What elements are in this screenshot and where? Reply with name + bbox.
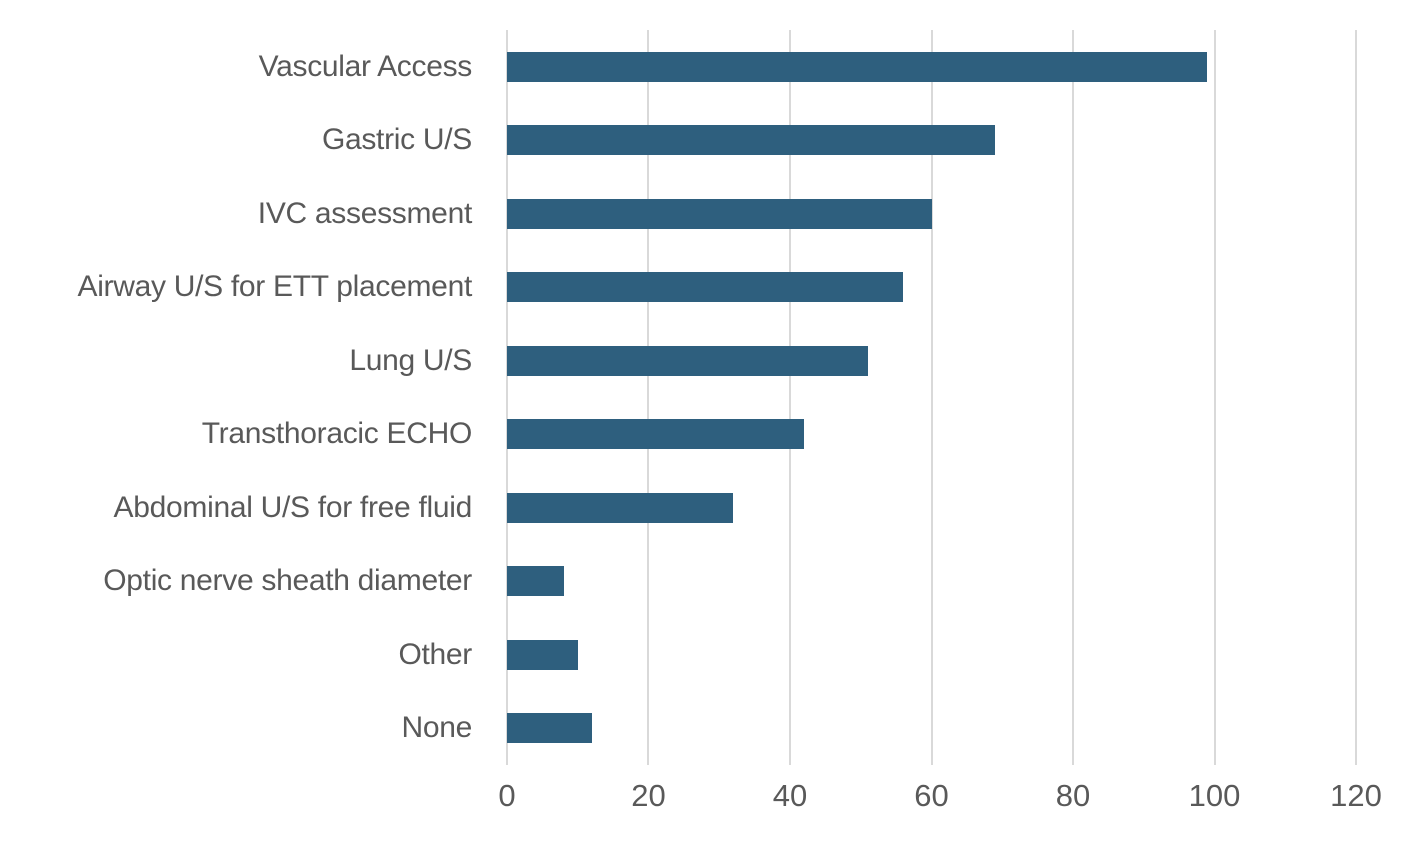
bar bbox=[507, 419, 805, 450]
bar-row bbox=[507, 618, 1356, 692]
category-label: Other bbox=[398, 637, 472, 671]
bar bbox=[507, 713, 592, 744]
bar bbox=[507, 198, 932, 229]
bar bbox=[507, 492, 734, 523]
bar-row bbox=[507, 545, 1356, 619]
gridline bbox=[1355, 30, 1357, 765]
bar-row bbox=[507, 251, 1356, 325]
gridline bbox=[506, 30, 508, 765]
bar-row bbox=[507, 324, 1356, 398]
gridline bbox=[1213, 30, 1216, 765]
bar-series bbox=[507, 30, 1356, 765]
bar bbox=[507, 639, 578, 670]
gridline bbox=[930, 30, 933, 765]
x-tick-label: 80 bbox=[1055, 778, 1091, 813]
bar-row bbox=[507, 398, 1356, 472]
bar-row bbox=[507, 692, 1356, 766]
category-label: None bbox=[401, 711, 472, 745]
category-label: Lung U/S bbox=[349, 343, 472, 377]
category-label: Abdominal U/S for free fluid bbox=[113, 490, 473, 524]
x-tick-label: 120 bbox=[1330, 778, 1382, 813]
category-label: Optic nerve sheath diameter bbox=[103, 564, 472, 598]
x-tick-label: 0 bbox=[498, 778, 516, 813]
bar bbox=[507, 345, 868, 376]
bar-row bbox=[507, 30, 1356, 104]
category-label: Airway U/S for ETT placement bbox=[77, 270, 472, 304]
value-axis-tick-labels: 0 20 40 60 80 100 120 bbox=[498, 773, 1381, 819]
category-label: Transthoracic ECHO bbox=[201, 417, 473, 451]
x-tick-label: 60 bbox=[914, 778, 949, 813]
x-tick-label: 100 bbox=[1188, 778, 1241, 813]
plot-area bbox=[506, 30, 1357, 765]
gridline bbox=[647, 30, 650, 765]
bar bbox=[507, 272, 904, 303]
category-label: Vascular Access bbox=[258, 49, 473, 83]
gridlines bbox=[506, 30, 1357, 765]
bar-row bbox=[507, 177, 1356, 251]
bar bbox=[507, 566, 564, 597]
gridline bbox=[1071, 30, 1074, 765]
gridline bbox=[788, 30, 791, 765]
category-axis-labels: Vascular Access Gastric U/S IVC assessment… bbox=[0, 30, 472, 765]
x-tick-label: 20 bbox=[631, 778, 666, 813]
bar-row bbox=[507, 104, 1356, 178]
category-label: IVC assessment bbox=[257, 196, 473, 230]
bar-row bbox=[507, 471, 1356, 545]
category-label: Gastric U/S bbox=[321, 123, 472, 157]
x-tick-label: 40 bbox=[772, 778, 808, 813]
bar bbox=[507, 125, 996, 156]
bar bbox=[507, 51, 1208, 82]
